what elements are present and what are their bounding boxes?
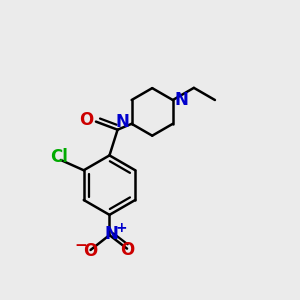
Text: O: O	[83, 242, 97, 260]
Text: −: −	[75, 238, 88, 253]
Text: O: O	[79, 111, 93, 129]
Text: N: N	[116, 112, 130, 130]
Text: N: N	[175, 91, 189, 109]
Text: Cl: Cl	[50, 148, 68, 166]
Text: N: N	[105, 225, 118, 243]
Text: +: +	[116, 221, 127, 236]
Text: O: O	[120, 241, 135, 259]
